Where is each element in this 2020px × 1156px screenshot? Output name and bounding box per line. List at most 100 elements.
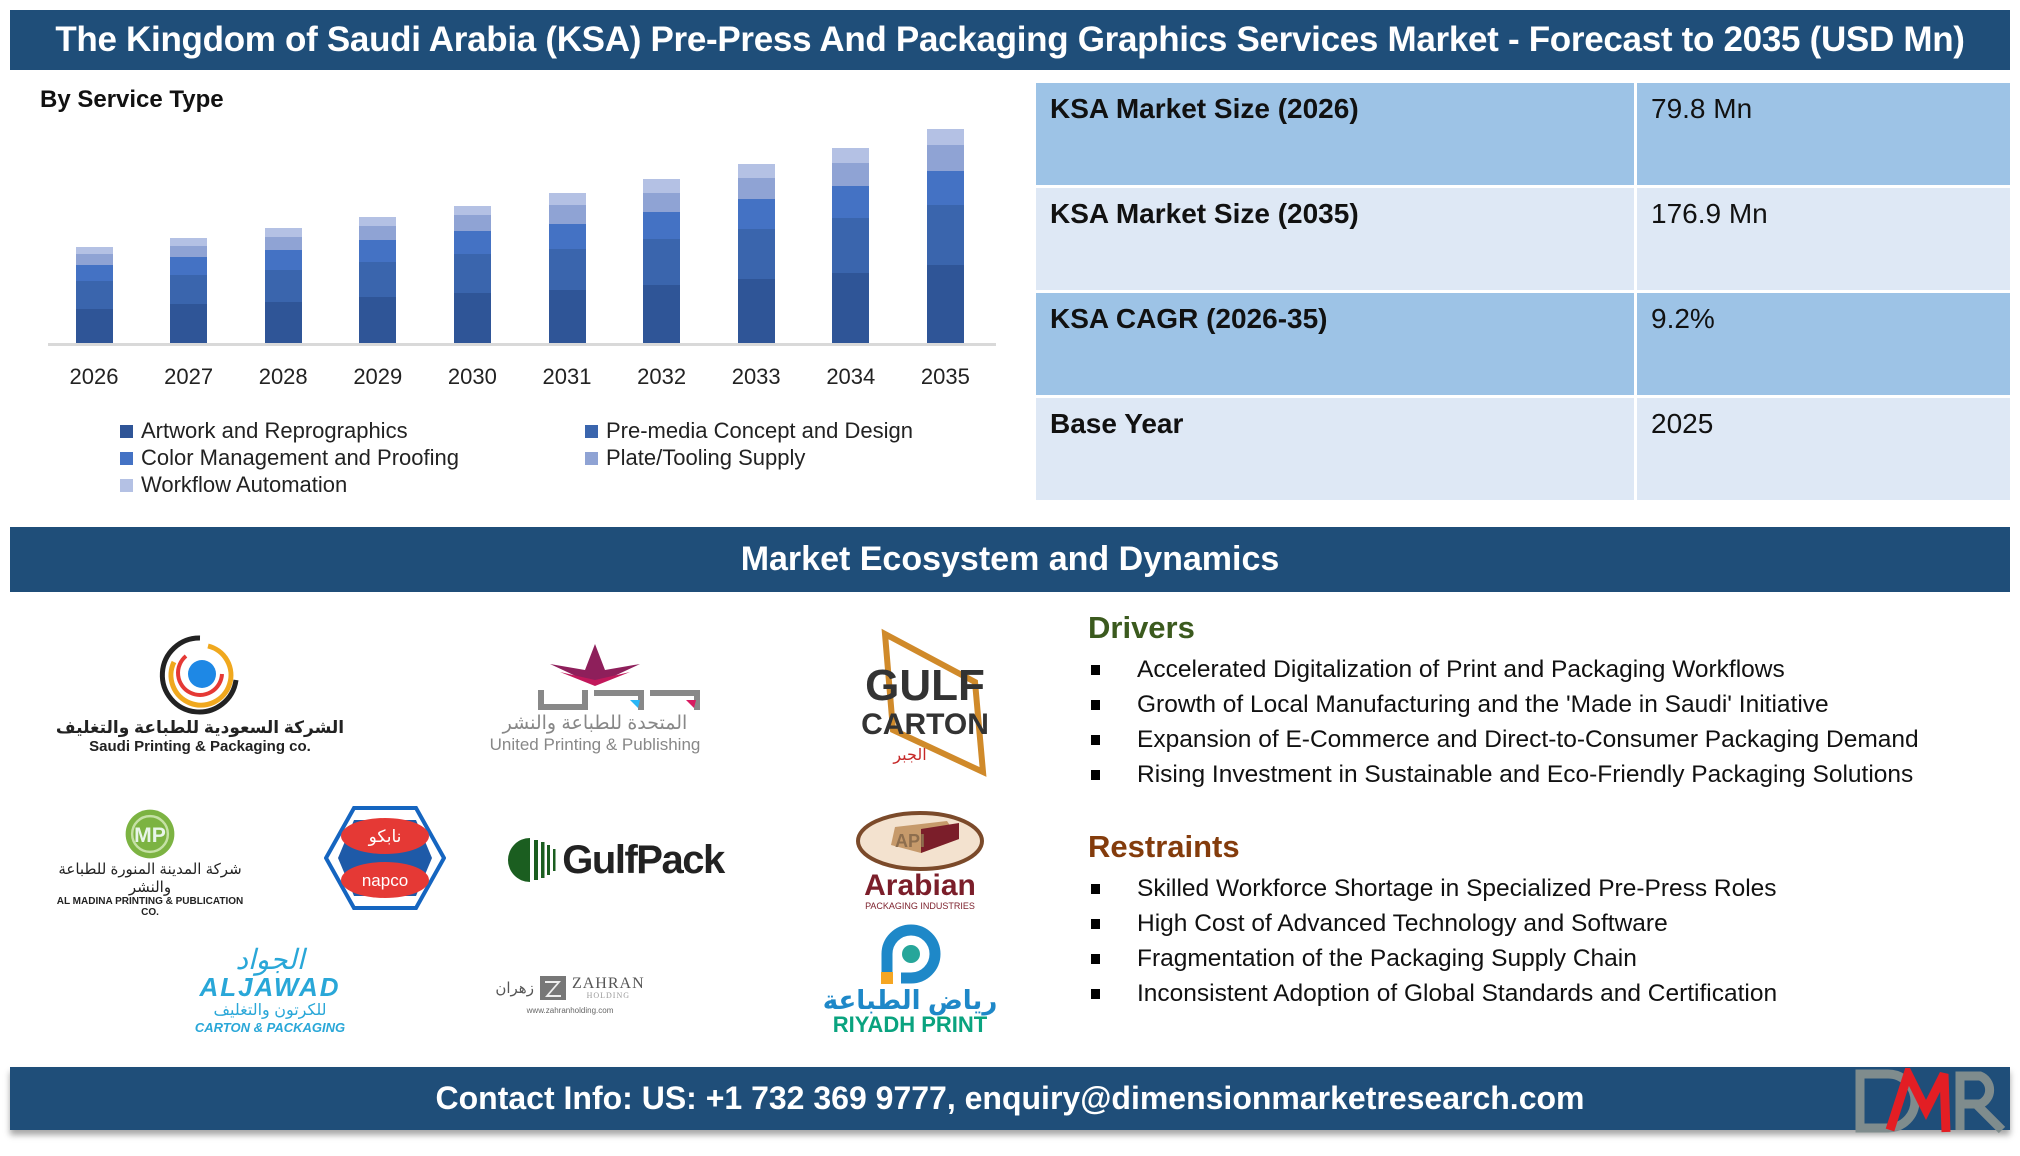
svg-text:MP: MP <box>134 824 166 847</box>
legend-item: Plate/Tooling Supply <box>585 445 805 471</box>
legend-label: Pre-media Concept and Design <box>606 418 913 443</box>
logo-subtitle: PACKAGING INDUSTRIES <box>865 901 975 911</box>
bar-segment <box>75 308 113 343</box>
al-madina-mp-emblem-icon: MP <box>125 809 175 859</box>
legend-swatch-icon <box>120 451 133 465</box>
bar-segment <box>264 302 302 343</box>
bar-segment <box>75 281 113 309</box>
restraint-item: High Cost of Advanced Technology and Sof… <box>1088 906 2008 941</box>
square-bullet-icon <box>1091 734 1100 745</box>
bar-segment <box>359 261 397 298</box>
bar-segment <box>643 211 681 240</box>
bar-segment <box>75 265 113 282</box>
restraint-text: High Cost of Advanced Technology and Sof… <box>1137 909 1668 937</box>
svg-text:GULF: GULF <box>865 661 985 710</box>
driver-text: Accelerated Digitalization of Print and … <box>1137 655 1785 683</box>
logo-al-jawad: الجواد ALJAWAD للكرتون والتغليف CARTON &… <box>150 940 390 1040</box>
restraint-text: Skilled Workforce Shortage in Specialize… <box>1137 874 1777 902</box>
x-axis-label: 2032 <box>637 364 687 389</box>
x-axis-label: 2030 <box>447 364 497 389</box>
api-box-emblem-icon: API <box>856 811 984 871</box>
svg-text:napco: napco <box>362 871 408 890</box>
square-bullet-icon <box>1091 988 1100 999</box>
logo-name: Arabian <box>864 869 976 902</box>
bar-segment <box>737 164 775 178</box>
driver-text: Rising Investment in Sustainable and Eco… <box>1137 760 1914 788</box>
bar-segment <box>453 205 491 216</box>
logo-subtitle: HOLDING <box>586 990 631 1000</box>
bar-2031 <box>548 193 586 343</box>
logo-name: ALJAWAD <box>199 971 341 1002</box>
logo-arabic-text: زهران <box>495 979 534 997</box>
saudi-printing-emblem-icon <box>159 634 239 714</box>
driver-item: Rising Investment in Sustainable and Eco… <box>1088 757 2008 792</box>
logo-name: AL MADINA PRINTING & PUBLICATION CO. <box>56 896 244 918</box>
bar-segment <box>264 227 302 238</box>
bar-2027 <box>170 237 208 343</box>
zahran-z-icon <box>539 975 566 1000</box>
bar-segment <box>170 245 208 258</box>
restraint-item: Skilled Workforce Shortage in Specialize… <box>1088 871 2008 906</box>
bar-segment <box>926 145 964 172</box>
logo-arabic-subtitle: للكرتون والتغليف <box>213 1001 327 1019</box>
logo-arabic-text: المتحدة للطباعة والنشر <box>502 712 688 734</box>
legend-item: Artwork and Reprographics <box>120 418 408 444</box>
stats-label: KSA Market Size (2026) <box>1036 83 1634 185</box>
bar-segment <box>548 290 586 343</box>
x-axis-label: 2034 <box>826 364 876 389</box>
x-axis-label: 2029 <box>353 364 403 389</box>
bar-segment <box>453 253 491 294</box>
bar-2030 <box>453 205 491 343</box>
bar-segment <box>737 278 775 343</box>
bar-segment <box>737 228 775 279</box>
bar-segment <box>453 293 491 343</box>
logo-arabic-text: رياض الطباعة <box>822 984 998 1015</box>
square-bullet-icon <box>1091 918 1100 929</box>
bar-2029 <box>359 217 397 343</box>
driver-text: Growth of Local Manufacturing and the 'M… <box>1137 690 1829 718</box>
bar-segment <box>926 129 964 146</box>
x-axis-label: 2028 <box>258 364 308 389</box>
logo-arabic-text: الشركة السعودية للطباعة والتغليف <box>55 717 345 737</box>
x-axis-label: 2031 <box>542 364 592 389</box>
logo-name: Saudi Printing & Packaging co. <box>89 737 311 755</box>
riyadh-print-p-icon <box>881 924 941 984</box>
restraint-item: Inconsistent Adoption of Global Standard… <box>1088 976 2008 1011</box>
upp-lotus-icon <box>538 643 700 710</box>
gulf-carton-logo-icon: GULF CARTON الجبر <box>861 628 989 777</box>
x-axis-label: 2026 <box>69 364 119 389</box>
legend-label: Workflow Automation <box>141 472 348 497</box>
square-bullet-icon <box>1091 699 1100 710</box>
bar-segment <box>643 239 681 286</box>
x-axis-line <box>48 343 996 346</box>
bar-segment <box>926 205 964 266</box>
bar-segment <box>643 285 681 343</box>
bar-segment <box>832 272 870 343</box>
stats-value: 9.2% <box>1637 293 2010 395</box>
driver-item: Growth of Local Manufacturing and the 'M… <box>1088 687 2008 722</box>
bar-segment <box>170 257 208 276</box>
bar-2028 <box>264 227 302 343</box>
stats-label: KSA CAGR (2026-35) <box>1036 293 1634 395</box>
bar-segment <box>264 250 302 270</box>
bar-segment <box>170 304 208 343</box>
logo-name: ZAHRAN <box>571 974 645 992</box>
bar-segment <box>359 217 397 226</box>
svg-text:الجبر: الجبر <box>892 745 926 765</box>
bar-segment <box>548 205 586 224</box>
legend-label: Plate/Tooling Supply <box>606 445 806 470</box>
x-axis-label: 2027 <box>164 364 214 389</box>
logo-name: GulfPack <box>562 837 725 882</box>
contact-footer: Contact Info: US: +1 732 369 9777, enqui… <box>10 1067 2010 1130</box>
bar-segment <box>548 249 586 291</box>
x-axis-label: 2033 <box>731 364 781 389</box>
restraint-text: Inconsistent Adoption of Global Standard… <box>1137 979 1778 1007</box>
bar-segment <box>832 218 870 273</box>
legend-label: Artwork and Reprographics <box>141 418 408 443</box>
logo-saudi-printing-packaging: الشركة السعودية للطباعة والتغليف Saudi P… <box>40 618 360 768</box>
stats-row-cagr: KSA CAGR (2026-35) 9.2% <box>1036 293 2010 395</box>
bar-segment <box>264 237 302 251</box>
square-bullet-icon <box>1091 883 1100 894</box>
logo-gulfpack: GulfPack <box>485 820 745 900</box>
drivers-heading: Drivers <box>1088 610 1195 645</box>
